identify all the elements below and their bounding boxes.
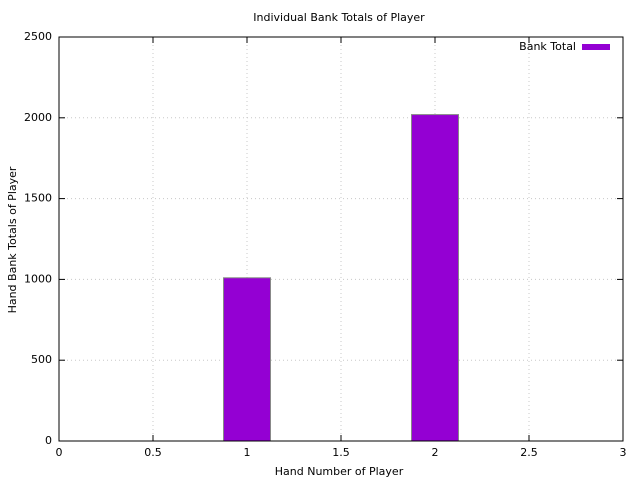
x-tick-label: 0 bbox=[56, 446, 63, 459]
x-tick-label: 1.5 bbox=[332, 446, 350, 459]
y-tick-label: 1000 bbox=[24, 272, 52, 285]
bar bbox=[411, 114, 459, 442]
x-tick-label: 3 bbox=[620, 446, 627, 459]
y-tick-label: 2500 bbox=[24, 30, 52, 43]
y-axis-label: Hand Bank Totals of Player bbox=[6, 166, 19, 313]
bar bbox=[223, 277, 271, 442]
legend-swatch bbox=[582, 44, 610, 50]
y-tick-label: 1500 bbox=[24, 192, 52, 205]
x-tick-label: 1 bbox=[244, 446, 251, 459]
y-tick-label: 500 bbox=[31, 353, 52, 366]
plot-frame bbox=[58, 36, 624, 442]
y-tick-label: 0 bbox=[45, 434, 52, 447]
x-tick-label: 2.5 bbox=[520, 446, 538, 459]
y-tick-label: 2000 bbox=[24, 111, 52, 124]
x-axis-label: Hand Number of Player bbox=[275, 465, 404, 478]
legend-label: Bank Total bbox=[519, 40, 576, 53]
x-tick-label: 2 bbox=[432, 446, 439, 459]
x-tick-label: 0.5 bbox=[144, 446, 162, 459]
chart-title: Individual Bank Totals of Player bbox=[253, 11, 425, 24]
